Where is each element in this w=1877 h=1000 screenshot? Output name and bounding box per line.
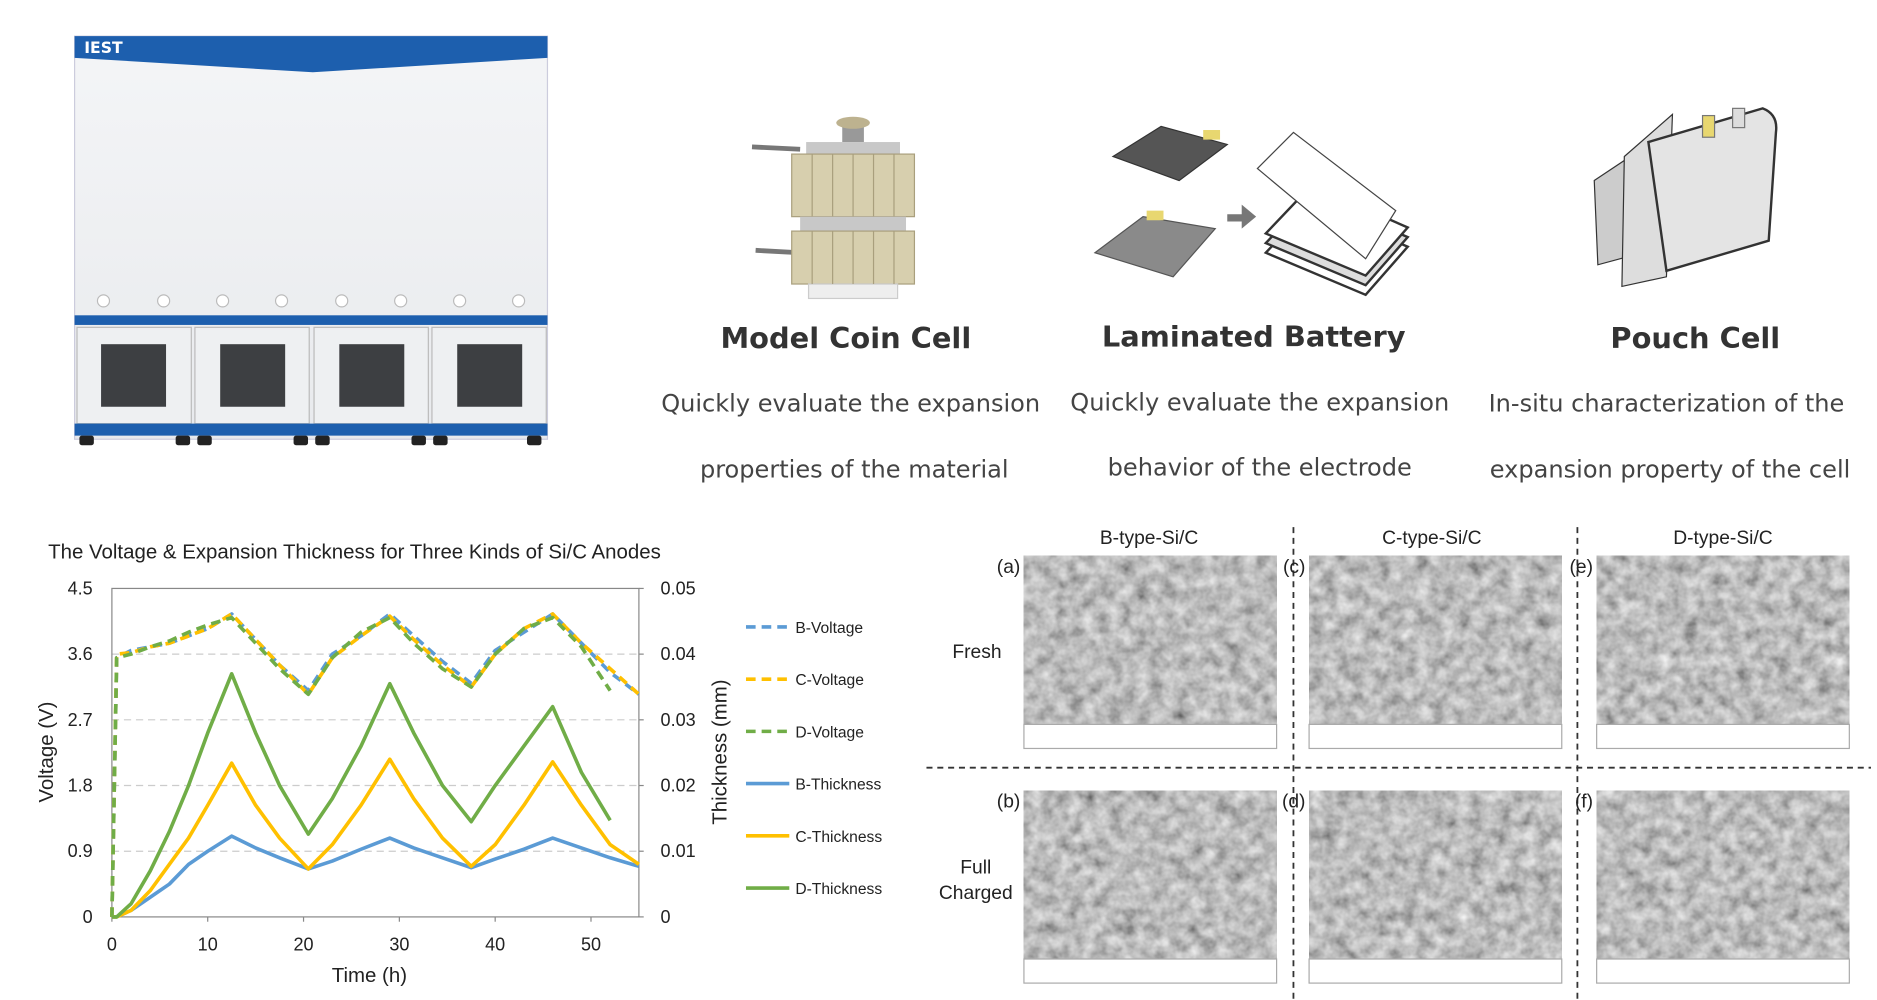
- laminated-battery-illustration: [1093, 125, 1410, 297]
- cell-description: In-situ characterization of the: [1489, 390, 1845, 418]
- x-tick-label: 0: [107, 935, 117, 955]
- sem-column-title: C-type-Si/C: [1382, 528, 1482, 549]
- cell-captions: Model Coin Cell Quickly evaluate the exp…: [661, 320, 1850, 484]
- sem-panel-label: (b): [997, 791, 1021, 812]
- y2-tick-label: 0.04: [661, 644, 696, 664]
- sem-image-band: [1308, 958, 1563, 984]
- sem-row-label: Fresh: [952, 642, 1001, 663]
- sem-column-title: B-type-Si/C: [1100, 528, 1199, 549]
- sem-image: [1309, 555, 1562, 749]
- sem-panel-label: (a): [997, 557, 1021, 578]
- instrument-mid-band: [74, 315, 548, 325]
- legend-label: B-Thickness: [795, 777, 881, 794]
- sem-row-label: Full: [960, 858, 991, 879]
- cell-description: Quickly evaluate the expansion: [661, 390, 1040, 418]
- instrument-base: [74, 423, 548, 436]
- sem-panel-label: (f): [1575, 791, 1593, 812]
- sem-dividers: [926, 527, 1871, 1000]
- y2-tick-label: 0.05: [661, 578, 696, 598]
- series-line: [111, 834, 640, 919]
- instrument-feet: [79, 435, 542, 446]
- cell-title: Laminated Battery: [1102, 320, 1406, 354]
- y-tick-label: 0.9: [68, 841, 93, 861]
- sem-column-title: D-type-Si/C: [1673, 528, 1773, 549]
- legend-label: D-Thickness: [795, 881, 882, 898]
- y-tick-label: 3.6: [68, 644, 93, 664]
- sem-panel-label: (e): [1570, 557, 1594, 578]
- line-chart: The Voltage & Expansion Thickness for Th…: [35, 540, 882, 987]
- sem-image-band: [1596, 723, 1850, 750]
- legend-label: C-Voltage: [795, 672, 864, 689]
- instrument-illustration: IEST: [73, 35, 549, 446]
- cell-title: Pouch Cell: [1610, 321, 1780, 355]
- x-tick-label: 50: [581, 935, 601, 955]
- sem-image: [1023, 790, 1277, 984]
- y2-axis-label: Thickness (mm): [709, 679, 732, 824]
- y-tick-label: 4.5: [68, 578, 93, 598]
- series-line: [110, 612, 640, 917]
- chart-title: The Voltage & Expansion Thickness for Th…: [48, 540, 661, 563]
- legend-label: B-Voltage: [795, 620, 863, 637]
- y2-tick-label: 0: [661, 907, 671, 927]
- y2-tick-label: 0.01: [661, 841, 696, 861]
- sem-image-band: [1023, 723, 1278, 750]
- x-tick-label: 10: [198, 935, 218, 955]
- x-tick-label: 30: [389, 935, 409, 955]
- x-tick-label: 40: [485, 935, 505, 955]
- legend-label: D-Voltage: [795, 724, 864, 741]
- x-axis-label: Time (h): [332, 964, 407, 987]
- y-axis-label: Voltage (V): [35, 702, 58, 803]
- cell-description: expansion property of the cell: [1490, 456, 1851, 484]
- cell-description: properties of the material: [700, 456, 1009, 484]
- y2-tick-label: 0.03: [661, 710, 696, 730]
- cell-description: Quickly evaluate the expansion: [1070, 388, 1449, 416]
- y-tick-label: 2.7: [68, 710, 93, 730]
- y-tick-label: 0: [83, 907, 93, 927]
- logo: IEST: [84, 38, 123, 57]
- y-tick-label: 1.8: [68, 776, 93, 796]
- sem-image-grid: B-type-Si/C C-type-Si/C D-type-Si/C Fres…: [926, 527, 1871, 1000]
- sem-image-band: [1023, 958, 1278, 984]
- sem-panel-label: (c): [1283, 557, 1305, 578]
- sem-image-band: [1596, 958, 1850, 984]
- y2-tick-label: 0.02: [661, 776, 696, 796]
- sem-image: [1596, 555, 1850, 749]
- instrument-top-band: [74, 36, 548, 73]
- sem-panel-label: (d): [1282, 791, 1306, 812]
- cell-description: behavior of the electrode: [1108, 453, 1412, 481]
- series-line: [111, 757, 640, 919]
- pouch-cell-illustration: [1593, 107, 1778, 288]
- series-line: [110, 612, 641, 917]
- cell-title: Model Coin Cell: [720, 321, 971, 355]
- instrument-ports: [96, 294, 526, 308]
- sem-image: [1596, 790, 1850, 984]
- sem-image-band: [1308, 723, 1563, 750]
- sem-image: [1309, 790, 1562, 984]
- series-line: [111, 672, 612, 919]
- sem-row-label: Charged: [939, 883, 1013, 904]
- legend-label: C-Thickness: [795, 829, 882, 846]
- x-tick-label: 20: [294, 935, 314, 955]
- series-line: [110, 615, 612, 917]
- instrument-drawers: [76, 326, 547, 425]
- plot-frame: [111, 587, 640, 918]
- coin-cell-illustration: [751, 116, 916, 300]
- sem-image: [1023, 555, 1277, 749]
